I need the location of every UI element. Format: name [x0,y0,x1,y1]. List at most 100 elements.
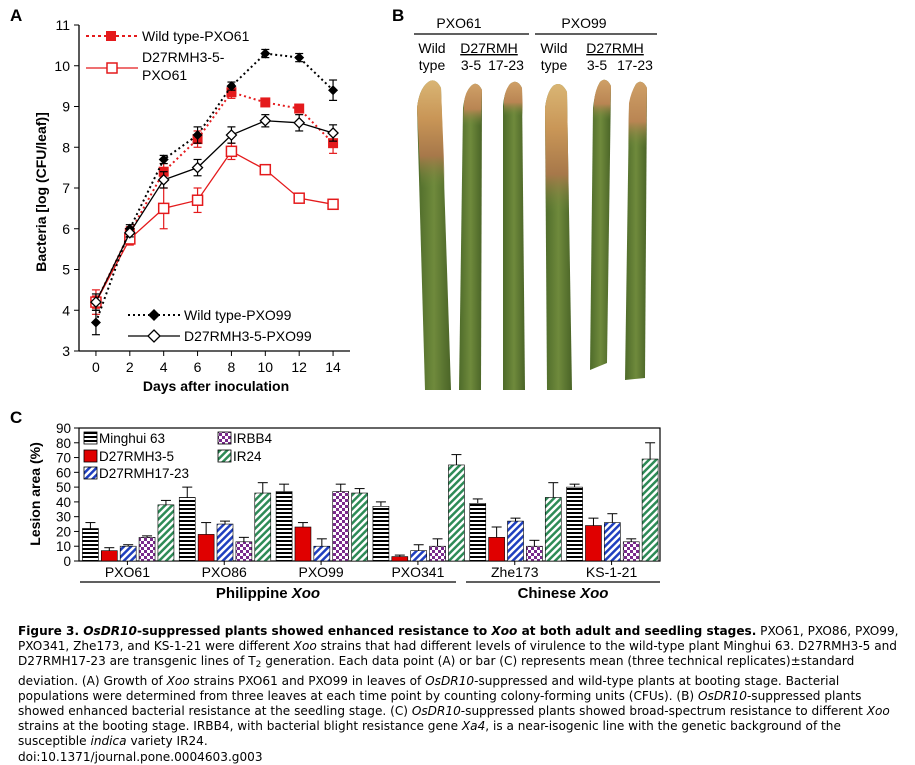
group-label-philippine: Philippine Xoo [216,585,320,602]
x-tick-label: 8 [228,359,236,375]
y-tick-label: 70 [56,451,71,466]
bar [332,491,350,562]
x-tick-label: KS-1-21 [586,564,638,580]
y-tick-label: 20 [56,524,71,539]
data-point [123,226,136,239]
series-line [94,52,334,323]
leaf-d27-1723-pxo61 [503,81,525,390]
bar-group-zhe173 [469,482,562,562]
bar [157,504,175,562]
series-wild-type-pxo99 [90,48,339,336]
bar [119,545,137,562]
data-point [328,85,339,96]
group-header-pxo61: PXO61 [436,15,481,31]
leaf-wt-pxo99 [545,84,572,390]
panel-b-letter: B [392,6,405,25]
y-tick-label: 5 [62,262,70,278]
legend-marker-filled-square [106,31,116,41]
bar [604,522,621,562]
x-tick-label: 6 [194,359,202,375]
data-point [191,194,204,206]
legend-d27-pxo61-line2: PXO61 [142,67,187,83]
bar [235,541,253,562]
data-point [157,202,170,215]
x-tick-label: 10 [258,359,274,375]
bar [507,520,524,562]
bar [254,492,272,562]
leaf-d27-35-pxo61 [459,83,482,390]
leaf-d27-35-pxo99 [590,79,611,370]
bar [294,526,312,562]
data-point [260,97,271,108]
series-line [95,120,334,303]
bar-group-pxo341 [372,454,465,562]
x-tick-label: 2 [126,359,134,375]
bar [216,523,234,562]
label-35-pxo61: 3-5 [461,57,481,73]
data-point [226,87,237,98]
y-tick-label: 7 [62,180,70,196]
bar [100,550,118,562]
data-point [293,192,305,204]
x-tick-label: PXO86 [202,564,247,580]
legend-d27-pxo99: D27RMH3-5-PXO99 [184,328,312,344]
y-tick-label: 40 [56,495,71,510]
leaf-photo-panel: PXO61 PXO99 Wild type D27RMH 3-5 17-23 W… [414,15,657,390]
label-1723-pxo99: 17-23 [617,57,653,73]
data-point [90,296,102,309]
legend-bottom: Wild type-PXO99 D27RMH3-5-PXO99 [128,307,312,344]
data-point [225,129,238,141]
y-tick-label: 90 [56,421,71,436]
y-tick-label: 4 [62,302,70,318]
legend-swatch-d27rmh35 [83,449,98,463]
data-point [192,130,203,141]
bar [372,506,390,562]
label-type-pxo99: type [541,57,568,73]
label-d27rmh-pxo61: D27RMH [460,40,518,56]
x-tick-label: 12 [291,359,307,375]
data-point [327,198,339,211]
bar [313,545,331,562]
label-type-pxo61: type [419,57,446,73]
legend-d27-pxo61-line1: D27RMH3-5- [142,49,225,65]
y-tick-label: 50 [56,480,71,495]
x-tick-label: 14 [325,359,341,375]
bar [641,458,659,562]
bar-group-pxo99 [275,483,368,562]
panel-c-letter: C [10,408,23,427]
legend-marker-open-square [106,62,118,74]
bar-group-pxo86 [178,482,272,562]
y-tick-label: 10 [54,58,70,74]
panel-a-line-chart: 3 4 5 6 7 8 9 10 11 0 2 4 6 8 10 12 14 Bacteria [log (CF… [33,17,350,394]
legend-marker-open-diamond [147,329,161,343]
data-point [293,116,306,129]
bar-group-pxo61 [82,499,175,562]
y-tick-label: 9 [62,99,70,115]
label-wild-pxo99: Wild [540,40,567,56]
legend-swatch-ir24 [217,449,232,463]
data-point [327,127,339,139]
series-line [95,91,334,303]
x-tick-label: Zhe173 [491,564,539,580]
caption-doi: doi:10.1371/journal.pone.0004603.g003 [18,749,263,764]
bar [544,497,562,562]
data-point [191,161,204,174]
y-tick-label: 8 [62,139,70,155]
series-d27rmh3-5-pxo99 [90,114,339,311]
legend-irbb4: IRBB4 [233,431,273,446]
legend-minghui63: Minghui 63 [99,431,165,446]
group-label-chinese: Chinese Xoo [518,585,609,602]
bar [275,491,293,562]
data-point [226,81,237,92]
label-1723-pxo61: 17-23 [488,57,524,73]
bar [138,537,156,562]
group-header-pxo99: PXO99 [561,15,606,31]
bar [488,537,505,562]
legend-d27rmh35: D27RMH3-5 [99,449,174,464]
legend-swatch-irbb4 [217,431,232,445]
legend-top: Wild type-PXO61 D27RMH3-5- PXO61 [86,28,250,83]
x-tick-label: 0 [92,359,100,375]
data-point [259,163,272,176]
label-35-pxo99: 3-5 [587,57,607,73]
bar-legend: Minghui 63 D27RMH3-5 D27RMH17-23 IRBB4 I… [83,431,273,481]
